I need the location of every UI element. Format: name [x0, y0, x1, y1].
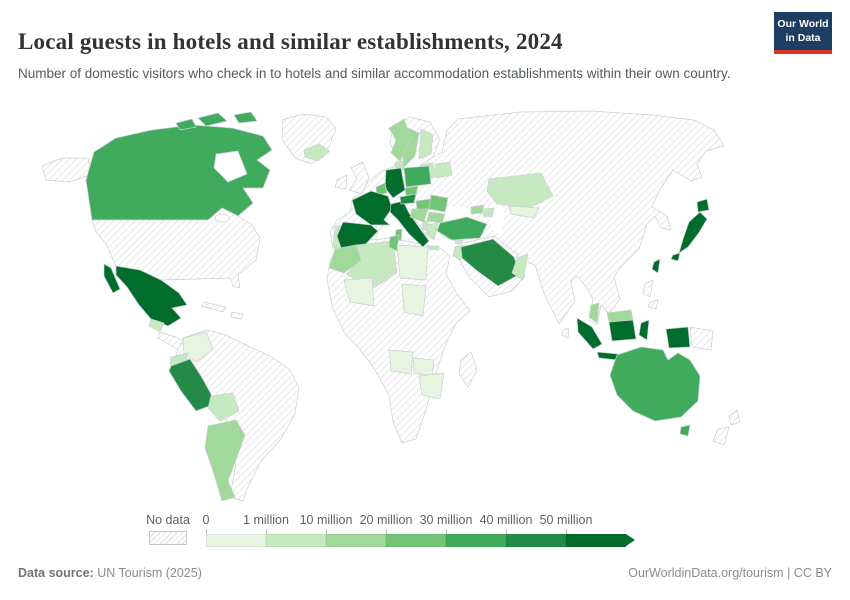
region-new-zealand[interactable]: [712, 409, 741, 446]
legend-tick-label: 1 million: [243, 513, 289, 527]
chart-subtitle: Number of domestic visitors who check in…: [18, 65, 731, 81]
world-map[interactable]: [0, 108, 850, 512]
region-caribbean[interactable]: [201, 301, 244, 320]
great-lakes: [214, 213, 230, 223]
legend-color-bar[interactable]: [206, 534, 626, 547]
country-libya-shape[interactable]: [396, 244, 429, 281]
legend-tick-label: 30 million: [419, 513, 473, 527]
hudson-bay: [213, 150, 248, 183]
country-australia-shape[interactable]: [609, 346, 701, 422]
legend-no-data-label: No data: [146, 513, 190, 527]
legend-no-data-swatch[interactable]: [149, 531, 187, 545]
legend-arrow-cap: [626, 534, 635, 546]
region-papua-new-guinea[interactable]: [689, 326, 714, 351]
country-zimbabwe-mozambique-shape[interactable]: [418, 372, 445, 400]
legend-tick-label: 10 million: [299, 513, 353, 527]
data-source-value: UN Tourism (2025): [93, 566, 202, 580]
country-bolivia-shape[interactable]: [207, 392, 240, 422]
legend-tick-label: 20 million: [359, 513, 413, 527]
legend-tick-label: 40 million: [479, 513, 533, 527]
region-usa[interactable]: [91, 207, 261, 289]
country-belarus-shape[interactable]: [434, 161, 453, 179]
country-tasmania-shape[interactable]: [679, 424, 691, 437]
country-morocco-shape[interactable]: [328, 244, 363, 274]
country-iceland-shape[interactable]: [303, 143, 331, 162]
country-azerbaijan-shape[interactable]: [482, 207, 495, 218]
legend-no-data[interactable]: No data: [146, 513, 190, 545]
logo-red-bar: [774, 50, 832, 55]
legend-bin-swatch[interactable]: [446, 534, 506, 547]
legend-bin-swatch[interactable]: [266, 534, 326, 547]
country-tunisia-shape[interactable]: [388, 234, 400, 252]
country-malaysia-peninsula-shape[interactable]: [588, 302, 600, 324]
country-colombia-shape[interactable]: [182, 331, 214, 363]
country-chad-shape[interactable]: [401, 283, 427, 317]
country-argentina-shape[interactable]: [204, 419, 246, 502]
logo-line2: in Data: [785, 31, 821, 44]
chart-footer: Data source: UN Tourism (2025) OurWorldi…: [18, 566, 832, 580]
country-mexico-shape[interactable]: [103, 263, 188, 327]
legend-color-scale[interactable]: 0 1 million 10 million 20 million 30 million…: [202, 513, 642, 549]
region-alaska[interactable]: [41, 157, 93, 183]
legend-tick-label: 50 million: [539, 513, 593, 527]
caspian-sea: [490, 203, 504, 233]
footer-license[interactable]: OurWorldinData.org/tourism | CC BY: [628, 566, 832, 580]
country-bulgaria-shape[interactable]: [426, 211, 446, 224]
country-austria-shape[interactable]: [399, 193, 417, 205]
country-romania-shape[interactable]: [428, 194, 449, 213]
country-israel-jordan-shape[interactable]: [452, 244, 464, 261]
country-finland-shape[interactable]: [418, 128, 434, 160]
country-cyprus-shape[interactable]: [454, 239, 464, 245]
country-taiwan-shape[interactable]: [651, 258, 661, 274]
country-poland-shape[interactable]: [403, 165, 432, 188]
region-sri-lanka[interactable]: [561, 327, 570, 339]
region-uk[interactable]: [348, 161, 370, 195]
legend-bin-swatch[interactable]: [206, 534, 266, 547]
legend-bin-swatch[interactable]: [386, 534, 446, 547]
country-georgia-shape[interactable]: [470, 204, 485, 215]
country-norway-shape[interactable]: [388, 118, 412, 162]
legend-tick-label: 0: [202, 513, 210, 527]
country-canada-arctic-islands[interactable]: [175, 111, 258, 131]
region-ireland[interactable]: [334, 174, 348, 190]
country-japan-shape[interactable]: [670, 198, 710, 262]
country-kyrgyzstan-uzbekistan-shape[interactable]: [508, 205, 540, 219]
region-madagascar[interactable]: [458, 351, 478, 388]
country-angola-shape[interactable]: [388, 349, 414, 375]
map-legend: No data 0 1 million 10 million 20 million 30…: [146, 513, 642, 549]
data-source: Data source: UN Tourism (2025): [18, 566, 202, 580]
country-zambia-shape[interactable]: [412, 357, 435, 377]
legend-bin-swatch[interactable]: [326, 534, 386, 547]
country-france-shape[interactable]: [351, 190, 393, 226]
country-crete-shape[interactable]: [427, 245, 440, 251]
legend-bin-swatch[interactable]: [506, 534, 566, 547]
country-saudi-arabia-shape[interactable]: [460, 238, 521, 287]
country-oman-shape[interactable]: [511, 253, 529, 281]
legend-bin-swatch[interactable]: [566, 534, 626, 547]
country-mali-shape[interactable]: [343, 277, 375, 307]
country-italy-shape[interactable]: [389, 200, 430, 248]
country-greece-shape[interactable]: [425, 222, 439, 241]
data-source-label: Data source:: [18, 566, 94, 580]
page-title: Local guests in hotels and similar estab…: [18, 29, 563, 55]
owid-logo[interactable]: Our World in Data: [774, 12, 832, 55]
logo-line1: Our World: [777, 18, 829, 30]
country-turkey-shape[interactable]: [436, 216, 488, 241]
region-philippines[interactable]: [642, 279, 659, 310]
